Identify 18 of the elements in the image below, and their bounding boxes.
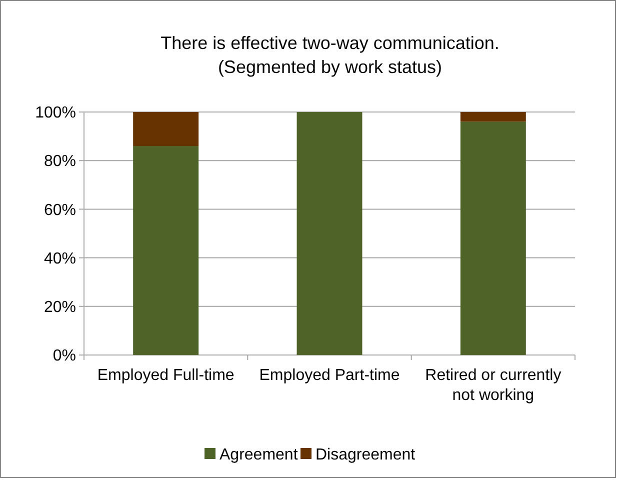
x-tick-label: Employed Full-time [97,367,234,384]
x-tick-label: Employed Part-time [259,367,400,384]
y-tick-label: 0% [52,348,76,365]
chart-title: There is effective two-way communication. [160,33,500,53]
bar [133,146,199,355]
bar [296,112,362,355]
bar [460,122,526,355]
x-tick-label: Retired or currently not working [425,367,562,404]
legend-label: Disagreement [316,446,416,464]
y-tick-label: 40% [44,250,76,268]
chart-subtitle: (Segmented by work status) [218,57,442,77]
y-tick-label: 80% [44,153,76,170]
bar [460,112,526,122]
y-tick-label: 20% [44,299,76,316]
bar [133,112,199,146]
legend-label: Agreement [220,446,298,464]
y-tick-label: 100% [35,104,76,122]
y-tick-label: 60% [44,202,76,219]
